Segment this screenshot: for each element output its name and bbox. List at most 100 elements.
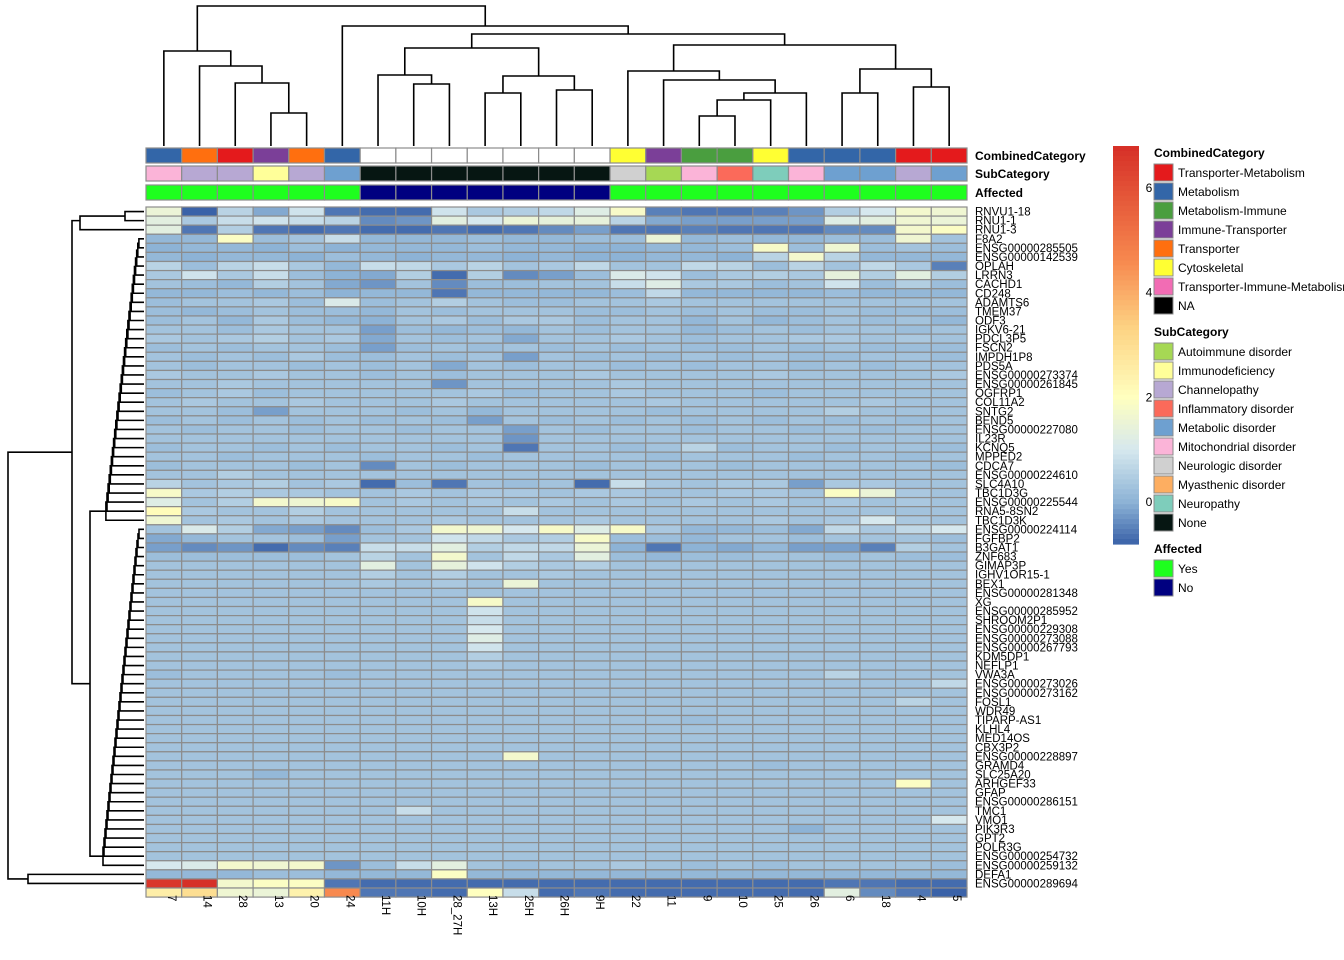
heatmap-cell [502, 324, 540, 335]
heatmap-cell [573, 878, 611, 889]
dendrogram-branch [124, 210, 144, 222]
heatmap-cell [645, 397, 683, 408]
heatmap-cell [288, 533, 326, 544]
legend-swatch [1153, 342, 1174, 361]
heatmap-cell [716, 524, 754, 535]
heatmap-cell [288, 515, 326, 526]
heatmap-cell [252, 651, 290, 662]
heatmap-cell [466, 506, 504, 517]
legend-label: Transporter-Metabolism [1178, 166, 1305, 180]
heatmap-cell [323, 442, 361, 453]
heatmap-cell [787, 506, 825, 517]
heatmap-cell [895, 251, 932, 263]
heatmap-cell [680, 669, 718, 680]
color-scale-step [1113, 220, 1139, 227]
heatmap-cell [502, 351, 540, 362]
heatmap-cell [895, 778, 932, 789]
heatmap-cell [787, 324, 825, 335]
heatmap-cell [466, 533, 504, 544]
annotation-cell [359, 165, 397, 182]
heatmap-cell [787, 832, 825, 844]
heatmap-cell [859, 769, 897, 780]
heatmap-cell [502, 723, 540, 735]
heatmap-cell [323, 279, 361, 290]
column-label: 14 [201, 895, 213, 908]
heatmap-cell [930, 333, 968, 344]
heatmap-cell [430, 306, 468, 317]
dendrogram-branch [841, 92, 879, 146]
heatmap-cell [252, 279, 290, 290]
heatmap-cell [716, 288, 754, 299]
heatmap-cell [859, 496, 897, 508]
heatmap-cell [823, 487, 861, 499]
heatmap-cell [216, 778, 254, 789]
heatmap-cell [181, 406, 218, 417]
row-label: ENSG00000273088 [975, 633, 1078, 645]
heatmap-cell [538, 742, 575, 753]
heatmap-cell [859, 442, 897, 453]
heatmap-cell [288, 542, 326, 553]
row-label: PDCL3P5 [975, 334, 1026, 346]
legend-label: Neuropathy [1178, 497, 1240, 511]
heatmap-cell [752, 215, 790, 226]
heatmap-cell [645, 614, 683, 626]
heatmap-cell [859, 306, 897, 317]
heatmap-cell [502, 633, 540, 644]
heatmap-cell [930, 805, 968, 816]
heatmap-cell [145, 651, 183, 662]
heatmap-cell [752, 424, 790, 435]
heatmap-cell [145, 587, 183, 599]
heatmap-cell [716, 478, 754, 490]
dendrogram-branch [71, 219, 90, 685]
legend-label: Transporter-Immune-Metabolism [1178, 280, 1344, 294]
annotation-cell [538, 184, 575, 201]
heatmap-cell [359, 524, 397, 535]
heatmap-cell [930, 878, 968, 889]
heatmap-cell [752, 823, 790, 835]
heatmap-cell [216, 832, 254, 844]
heatmap-cell [395, 478, 433, 490]
annotation-cell [145, 147, 183, 164]
heatmap-cell [359, 487, 397, 499]
heatmap-cell [323, 605, 361, 617]
heatmap-cell [716, 360, 754, 372]
heatmap-cell [359, 315, 397, 326]
heatmap-cell [252, 269, 290, 281]
heatmap-cell [680, 251, 718, 263]
heatmap-cell [216, 642, 254, 653]
heatmap-cell [716, 206, 754, 217]
legend-swatch [1153, 220, 1174, 239]
heatmap-cell [538, 751, 575, 762]
heatmap-cell [466, 787, 504, 798]
heatmap-cell [359, 297, 397, 308]
heatmap-cell [538, 524, 575, 535]
heatmap-cell [145, 769, 183, 780]
heatmap-cell [288, 614, 326, 626]
heatmap-cell [538, 642, 575, 653]
heatmap-cell [395, 624, 433, 635]
column-label: 10H [415, 895, 427, 916]
heatmap-cell [930, 515, 968, 526]
heatmap-cell [252, 524, 290, 535]
heatmap-cell [930, 242, 968, 254]
heatmap-cell [645, 660, 683, 671]
heatmap-cell [609, 524, 647, 535]
heatmap-cell [216, 206, 254, 217]
heatmap-cell [930, 733, 968, 744]
heatmap-cell [181, 678, 218, 689]
heatmap-cell [145, 878, 183, 889]
heatmap-cell [252, 787, 290, 798]
heatmap-cell [430, 851, 468, 862]
color-scale-step [1113, 215, 1139, 222]
row-label: RNU1-1 [975, 216, 1017, 228]
heatmap-cell [787, 415, 825, 426]
heatmap-cell [930, 360, 968, 372]
heatmap-cell [252, 415, 290, 426]
heatmap-cell [323, 696, 361, 708]
heatmap-cell [466, 524, 504, 535]
heatmap-cell [288, 805, 326, 816]
heatmap-cell [680, 224, 718, 235]
heatmap-cell [823, 388, 861, 399]
heatmap-cell [573, 415, 611, 426]
heatmap-cell [573, 860, 611, 871]
